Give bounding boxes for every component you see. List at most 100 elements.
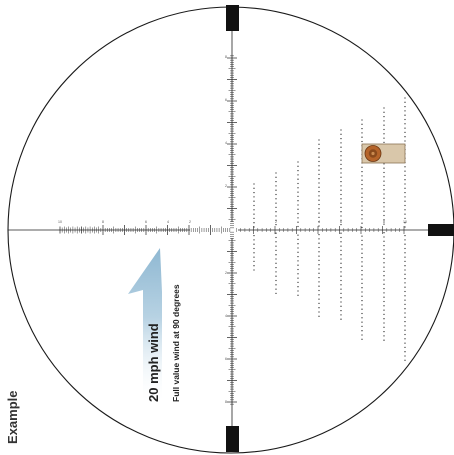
holdover-dot [275,193,277,196]
tick-label: 6 [225,357,227,361]
holdover-dot [318,190,320,193]
holdover-dot [361,295,363,297]
holdover-dot [383,287,385,290]
holdover-dot [253,243,255,245]
holdover-dot [361,201,363,203]
holdover-dot [297,174,299,176]
holdover-dot [404,351,406,353]
holdover-dot [383,266,385,268]
holdover-dot [318,307,320,309]
holdover-dot [318,225,320,227]
holdover-dot [404,299,406,301]
holdover-dot [383,300,385,303]
holdover-dot [383,128,385,131]
holdover-dot [383,253,385,255]
holdover-dot [297,195,299,198]
holdover-dot [404,187,406,189]
holdover-dot [383,240,385,242]
holdover-dot [404,312,406,314]
holdover-dot [253,209,255,211]
holdover-dot [275,275,277,277]
holdover-dot [318,246,320,249]
holdover-dot [361,209,363,211]
holdover-dot [361,312,363,315]
holdover-dot [253,234,255,237]
holdover-dot [361,338,363,340]
tick-label: 2 [225,184,227,188]
holdover-dot [297,281,299,284]
holdover-dot [318,302,320,305]
holdover-dot [297,247,299,249]
holdover-dot [361,308,363,310]
vertical-tick-labels: 8 6 4 2 2 4 6 8 [225,55,227,404]
holdover-dot [318,294,320,296]
holdover-dot [361,325,363,328]
tick-label: 10 [58,220,62,224]
holdover-dot [383,330,385,333]
holdover-dot [404,303,406,306]
holdover-dot [361,244,363,246]
holdover-dot [340,309,342,312]
holdover-dot [297,290,299,292]
holdover-dot [275,176,277,178]
holdover-dot [383,283,385,285]
holdover-dot [340,245,342,247]
holdover-dot [383,193,385,195]
holdover-dot [383,219,385,221]
holdover-dot [297,255,299,258]
holdover-dot [404,342,406,344]
holdover-dot [383,171,385,174]
holdover-dot [340,301,342,303]
holdover-dot [404,204,406,207]
holdover-dot [275,266,277,269]
holdover-dot [383,115,385,118]
holdover-dot [253,183,255,185]
holdover-dot [361,205,363,207]
holdover-dot [404,308,406,310]
holdover-dot [297,243,299,245]
holdover-dot [275,219,277,221]
tick-label: 6 [340,220,342,224]
holdover-dot [361,304,363,306]
holdover-dot [275,241,277,243]
holdover-dot [297,268,299,271]
holdover-dot [383,339,385,341]
holdover-dot [383,120,385,122]
holdover-dot [383,257,385,260]
holdover-dot [361,192,363,194]
holdover-dot [361,278,363,280]
holdover-dot [361,170,363,173]
holdover-dot [404,105,406,108]
holdover-dot [383,318,385,320]
holdover-dot [253,247,255,250]
holdover-dot [318,165,320,167]
holdover-dot [383,184,385,187]
tick-label: 4 [225,141,227,145]
holdover-dot [318,242,320,244]
example-label: Example [5,391,20,444]
holdover-dot [383,124,385,126]
holdover-dot [383,309,385,311]
holdover-dot [404,346,406,349]
holdover-dot [361,274,363,276]
tick-label: 8 [225,400,227,404]
holdover-dot [297,169,299,172]
top-post [226,5,239,31]
holdover-dot [404,183,406,185]
holdover-dot [404,355,406,357]
holdover-dot [340,236,342,239]
holdover-dot [275,245,277,247]
holdover-dot [361,140,363,143]
holdover-dot [275,185,277,187]
holdover-dot [340,318,342,320]
holdover-dot [275,198,277,200]
holdover-dot [361,248,363,250]
holdover-dot [318,289,320,292]
holdover-dot [404,260,406,263]
holdover-dot [275,288,277,290]
holdover-dot [340,284,342,286]
holdover-dot [318,233,320,236]
tick-label: 8 [383,220,385,224]
holdover-dot [404,277,406,280]
holdover-dot [404,222,406,224]
